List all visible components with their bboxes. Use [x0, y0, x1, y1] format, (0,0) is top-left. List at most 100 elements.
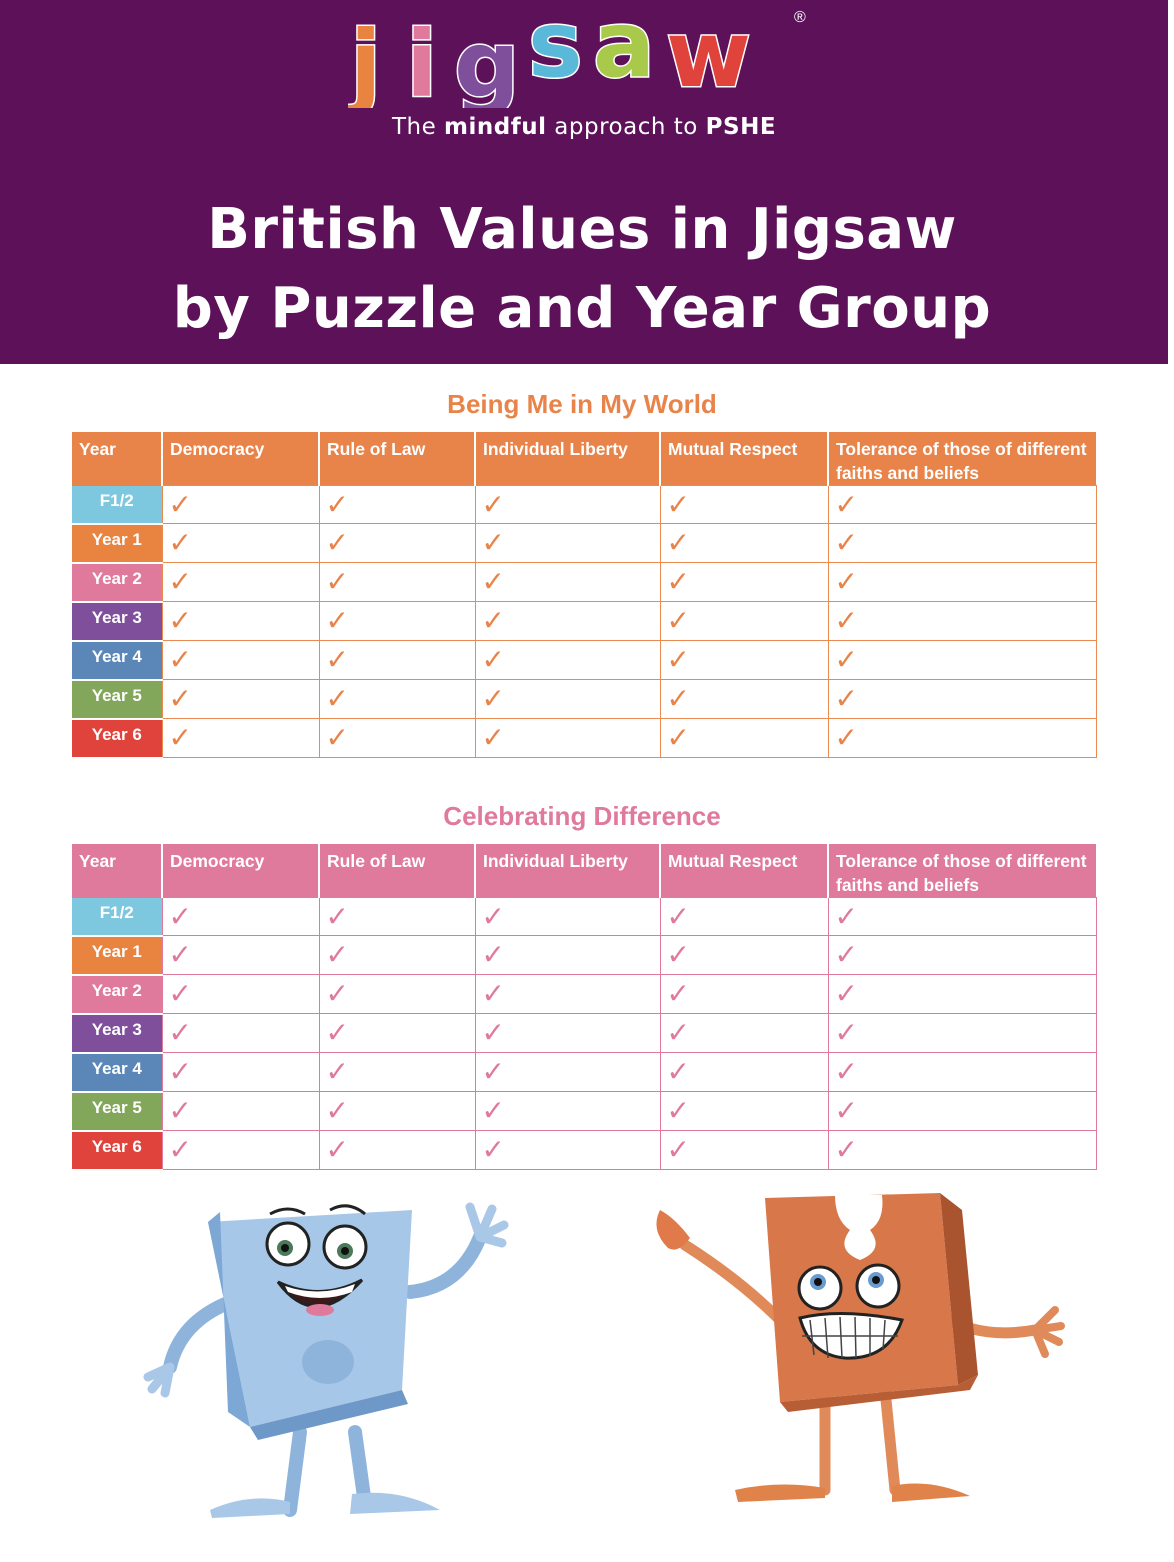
checkmark-icon: ✓ [666, 1133, 690, 1166]
check-cell: ✓ [659, 485, 829, 524]
col-header-democracy: Democracy [162, 432, 320, 486]
checkmark-icon: ✓ [834, 938, 858, 971]
col-header-rule-of-law: Rule of Law [319, 844, 476, 898]
checkmark-icon: ✓ [481, 1055, 505, 1088]
check-cell: ✓ [827, 935, 1097, 975]
checkmark-icon: ✓ [168, 977, 192, 1010]
checkmark-icon: ✓ [325, 1133, 349, 1166]
check-cell: ✓ [474, 1052, 661, 1092]
year-label: Year 3 [72, 1013, 162, 1054]
check-cell: ✓ [318, 974, 476, 1014]
check-cell: ✓ [318, 1052, 476, 1092]
year-label: Year 3 [72, 601, 162, 642]
check-cell: ✓ [161, 974, 320, 1014]
year-label: Year 4 [72, 1052, 162, 1093]
checkmark-icon: ✓ [666, 565, 690, 598]
check-cell: ✓ [318, 523, 476, 563]
check-cell: ✓ [318, 897, 476, 936]
checkmark-icon: ✓ [666, 899, 690, 933]
col-header-mutual-respect: Mutual Respect [660, 432, 829, 486]
check-cell: ✓ [318, 562, 476, 602]
check-cell: ✓ [161, 640, 320, 680]
checkmark-icon: ✓ [168, 604, 192, 637]
check-cell: ✓ [827, 679, 1097, 719]
check-cell: ✓ [161, 1052, 320, 1092]
logo-letter-w: w [666, 1, 751, 108]
checkmark-icon: ✓ [666, 1055, 690, 1088]
table-row: Year 2 ✓ ✓ ✓ ✓ ✓ [72, 974, 1097, 1015]
checkmark-icon: ✓ [834, 682, 858, 715]
check-cell: ✓ [161, 485, 320, 524]
checkmark-icon: ✓ [481, 899, 505, 933]
table-row: Year 1 ✓ ✓ ✓ ✓ ✓ [72, 935, 1097, 976]
checkmark-icon: ✓ [481, 721, 505, 754]
check-cell: ✓ [474, 1013, 661, 1053]
checkmark-icon: ✓ [325, 1094, 349, 1127]
logo-letter-s: s [528, 0, 583, 98]
table-row: Year 2 ✓ ✓ ✓ ✓ ✓ [72, 562, 1097, 603]
check-cell: ✓ [659, 1052, 829, 1092]
table-row: Year 6 ✓ ✓ ✓ ✓ ✓ [72, 1130, 1097, 1171]
check-cell: ✓ [318, 718, 476, 758]
registered-mark: ® [794, 9, 806, 26]
tagline: The mindful approach to PSHE [391, 114, 777, 140]
checkmark-icon: ✓ [834, 1016, 858, 1049]
col-header-year: Year [72, 844, 163, 898]
checkmark-icon: ✓ [666, 721, 690, 754]
check-cell: ✓ [659, 897, 829, 936]
checkmark-icon: ✓ [481, 604, 505, 637]
section-title-celebrating-difference: Celebrating Difference [443, 801, 721, 831]
checkmark-icon: ✓ [325, 1016, 349, 1049]
col-header-mutual-respect: Mutual Respect [660, 844, 829, 898]
year-label: Year 6 [72, 718, 162, 759]
year-label: Year 5 [72, 1091, 162, 1132]
checkmark-icon: ✓ [325, 1055, 349, 1088]
table-header-row: Year Democracy Rule of Law Individual Li… [72, 432, 1096, 486]
check-cell: ✓ [827, 640, 1097, 680]
check-cell: ✓ [161, 1130, 320, 1170]
checkmark-icon: ✓ [168, 721, 192, 754]
checkmark-icon: ✓ [666, 1016, 690, 1049]
checkmark-icon: ✓ [834, 899, 858, 933]
checkmark-icon: ✓ [168, 526, 192, 559]
values-table-being-me: Year Democracy Rule of Law Individual Li… [72, 432, 1097, 759]
checkmark-icon: ✓ [834, 487, 858, 521]
check-cell: ✓ [318, 640, 476, 680]
values-table-celebrating-difference: Year Democracy Rule of Law Individual Li… [72, 844, 1097, 1171]
table-row: Year 5 ✓ ✓ ✓ ✓ ✓ [72, 1091, 1097, 1132]
check-cell: ✓ [659, 640, 829, 680]
checkmark-icon: ✓ [325, 643, 349, 676]
check-cell: ✓ [474, 562, 661, 602]
year-label: F1/2 [72, 897, 162, 937]
check-cell: ✓ [161, 562, 320, 602]
check-cell: ✓ [659, 601, 829, 641]
check-cell: ✓ [161, 1013, 320, 1053]
checkmark-icon: ✓ [834, 565, 858, 598]
check-cell: ✓ [318, 935, 476, 975]
check-cell: ✓ [474, 718, 661, 758]
check-cell: ✓ [659, 718, 829, 758]
check-cell: ✓ [474, 485, 661, 524]
check-cell: ✓ [827, 485, 1097, 524]
year-label: Year 1 [72, 935, 162, 976]
checkmark-icon: ✓ [168, 1133, 192, 1166]
checkmark-icon: ✓ [325, 604, 349, 637]
check-cell: ✓ [827, 1091, 1097, 1131]
check-cell: ✓ [827, 562, 1097, 602]
check-cell: ✓ [318, 485, 476, 524]
checkmark-icon: ✓ [168, 643, 192, 676]
check-cell: ✓ [474, 601, 661, 641]
check-cell: ✓ [318, 1091, 476, 1131]
checkmark-icon: ✓ [834, 1133, 858, 1166]
table-row: F1/2 ✓ ✓ ✓ ✓ ✓ [72, 897, 1097, 937]
checkmark-icon: ✓ [481, 526, 505, 559]
check-cell: ✓ [161, 935, 320, 975]
year-label: F1/2 [72, 485, 162, 525]
col-header-individual-liberty: Individual Liberty [475, 844, 661, 898]
section-title-being-me: Being Me in My World [447, 389, 717, 419]
logo-letter-i: i [406, 11, 438, 108]
checkmark-icon: ✓ [325, 526, 349, 559]
check-cell: ✓ [827, 1052, 1097, 1092]
check-cell: ✓ [659, 562, 829, 602]
checkmark-icon: ✓ [834, 643, 858, 676]
